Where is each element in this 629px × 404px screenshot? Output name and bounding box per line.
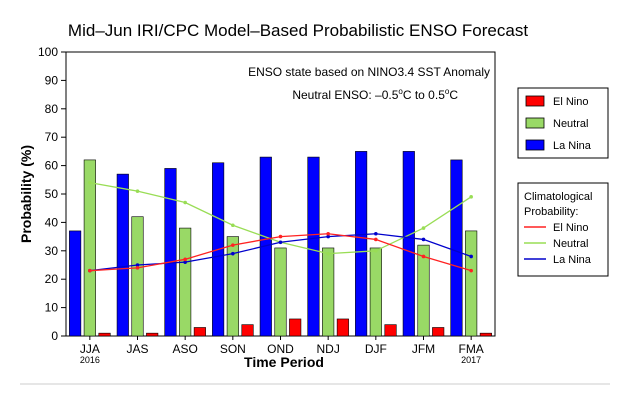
y-tick-label: 0 bbox=[51, 329, 58, 343]
bar-el-nino bbox=[98, 332, 111, 337]
bar-el-nino bbox=[193, 327, 206, 337]
bar-neutral bbox=[131, 216, 144, 337]
climatology-point-neutral bbox=[183, 200, 187, 205]
bar-legend-swatch bbox=[525, 139, 545, 151]
x-tick-label: OND bbox=[267, 342, 294, 356]
bar-legend-label: Neutral bbox=[553, 118, 588, 130]
bar-neutral bbox=[465, 230, 478, 337]
bar-la-nina bbox=[116, 173, 129, 337]
bar-legend-swatch bbox=[525, 117, 545, 129]
x-tick-label: ASO bbox=[172, 342, 197, 356]
climatology-point-el-nino bbox=[231, 243, 235, 247]
climatology-legend-label: El Nino bbox=[553, 222, 588, 234]
bar-legend-label: La Nina bbox=[553, 140, 592, 152]
climatology-point-neutral bbox=[231, 223, 235, 228]
bar-neutral bbox=[322, 247, 335, 337]
climatology-point-la-nina bbox=[421, 237, 426, 242]
climatology-point-la-nina bbox=[231, 251, 235, 256]
y-tick-label: 30 bbox=[45, 244, 59, 258]
y-axis-title: Probability (%) bbox=[18, 145, 34, 243]
climatology-point-neutral bbox=[135, 189, 140, 193]
y-tick-label: 90 bbox=[45, 73, 59, 87]
climatology-point-neutral bbox=[421, 226, 426, 230]
x-axis-ticks: JJA JAS ASO SON OND NDJ DJF JFM FMA 2016 2017 bbox=[80, 336, 484, 365]
bar-la-nina bbox=[69, 230, 82, 337]
bar-el-nino bbox=[146, 332, 159, 337]
bar-neutral bbox=[226, 236, 239, 337]
bar-el-nino bbox=[336, 318, 349, 337]
climatology-legend-label: La Nina bbox=[553, 254, 592, 266]
climatology-point-la-nina bbox=[183, 260, 187, 264]
y-tick-label: 10 bbox=[45, 301, 59, 315]
bar-la-nina bbox=[307, 156, 320, 337]
year-label: 2017 bbox=[461, 355, 481, 365]
x-tick-label: DJF bbox=[365, 342, 387, 356]
annotation-line1: ENSO state based on NINO3.4 SST Anomaly bbox=[248, 65, 490, 79]
climatology-point-neutral bbox=[374, 249, 378, 253]
climatology-point-el-nino bbox=[88, 268, 92, 273]
x-tick-label: NDJ bbox=[316, 342, 339, 356]
bar-neutral bbox=[179, 227, 192, 337]
y-tick-label: 70 bbox=[45, 130, 59, 144]
climatology-point-el-nino bbox=[278, 234, 283, 239]
bar-la-nina bbox=[450, 159, 463, 337]
bar-legend: El Nino Neutral La Nina bbox=[517, 87, 609, 159]
bar-la-nina bbox=[402, 151, 415, 337]
climatology-point-la-nina bbox=[135, 263, 140, 267]
climatology-point-el-nino bbox=[469, 268, 473, 273]
climatology-point-el-nino bbox=[374, 237, 378, 242]
bar-el-nino bbox=[479, 332, 492, 337]
x-tick-label: JJA bbox=[80, 342, 100, 356]
bar-neutral bbox=[274, 247, 287, 337]
climatology-point-el-nino bbox=[326, 231, 330, 236]
bar-neutral bbox=[83, 159, 96, 337]
bar-neutral bbox=[369, 247, 382, 337]
climatology-point-neutral bbox=[88, 180, 92, 185]
climatology-legend-frame bbox=[517, 182, 609, 277]
climatology-legend-label: Neutral bbox=[553, 238, 588, 250]
y-tick-label: 20 bbox=[45, 272, 59, 286]
bar-el-nino bbox=[384, 324, 397, 337]
climatology-lines bbox=[88, 180, 473, 273]
climatology-point-la-nina bbox=[374, 231, 378, 236]
climatology-point-neutral bbox=[469, 195, 473, 199]
annotation-line2: Neutral ENSO: –0.5oC to 0.5oC bbox=[292, 87, 458, 102]
climatology-point-la-nina bbox=[278, 240, 283, 245]
x-tick-label: FMA bbox=[458, 342, 483, 356]
x-axis-title: Time Period bbox=[244, 354, 324, 370]
chart-title: Mid–Jun IRI/CPC Model–Based Probabilisti… bbox=[68, 21, 528, 40]
y-tick-label: 60 bbox=[45, 159, 59, 173]
degree-superscript: o bbox=[398, 87, 403, 96]
y-tick-label: 50 bbox=[45, 187, 59, 201]
y-axis-ticks: 0 10 20 30 40 50 60 70 80 90 100 bbox=[38, 45, 66, 343]
plot-area: 0 10 20 30 40 50 60 70 80 90 100 JJA JAS ASO SON OND ND… bbox=[38, 45, 496, 365]
year-label: 2016 bbox=[80, 355, 100, 365]
climatology-legend-title-1: Climatological bbox=[524, 191, 592, 203]
y-tick-label: 40 bbox=[45, 215, 59, 229]
y-tick-label: 100 bbox=[38, 45, 58, 59]
bar-neutral bbox=[417, 244, 430, 337]
bar-el-nino bbox=[241, 324, 254, 337]
climatology-point-el-nino bbox=[421, 254, 426, 259]
y-tick-label: 80 bbox=[45, 102, 59, 116]
degree-superscript: o bbox=[445, 87, 450, 96]
x-tick-label: SON bbox=[220, 342, 246, 356]
x-tick-label: JAS bbox=[126, 342, 148, 356]
bar-la-nina bbox=[355, 151, 368, 337]
climatology-point-el-nino bbox=[183, 257, 187, 262]
bar-la-nina bbox=[164, 168, 177, 337]
bar-legend-label: El Nino bbox=[553, 96, 588, 108]
climatology-legend: Climatological Probability: El Nino Neutr… bbox=[517, 182, 609, 277]
bar-legend-swatch bbox=[525, 95, 545, 107]
bar-el-nino bbox=[289, 318, 302, 337]
x-tick-label: JFM bbox=[412, 342, 435, 356]
climatology-point-la-nina bbox=[469, 254, 473, 259]
bar-el-nino bbox=[432, 327, 445, 337]
climatology-point-el-nino bbox=[135, 266, 140, 270]
climatology-point-la-nina bbox=[326, 234, 330, 239]
climatology-legend-title-2: Probability: bbox=[524, 206, 578, 218]
climatology-point-neutral bbox=[326, 251, 330, 256]
